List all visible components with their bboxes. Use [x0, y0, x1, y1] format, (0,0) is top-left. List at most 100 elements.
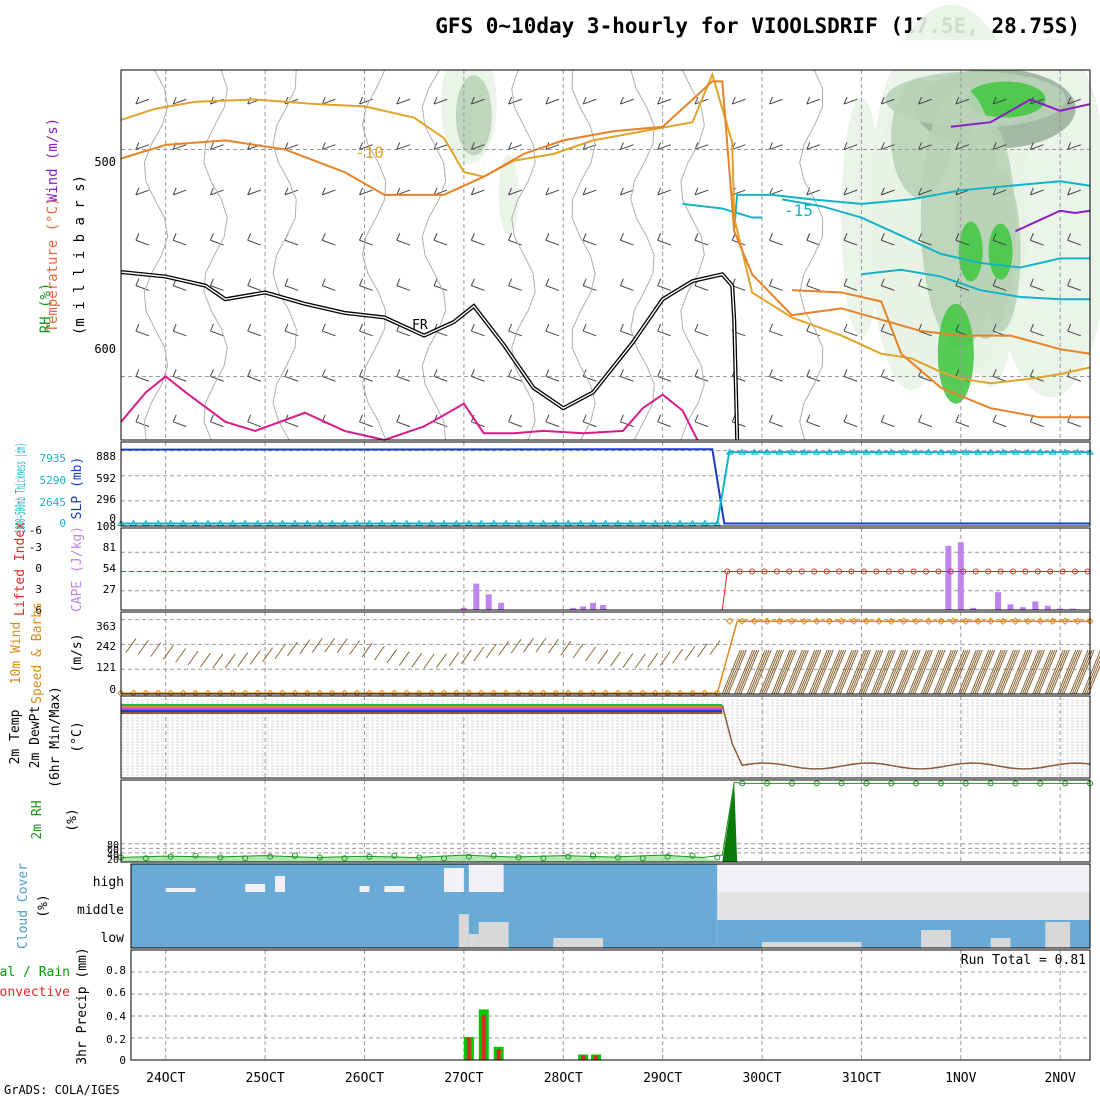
wind-barb-shaft	[359, 189, 373, 196]
wind-barb-shaft	[620, 189, 634, 196]
wind-barb-shaft	[769, 239, 783, 246]
wind-barb-flag	[321, 323, 326, 332]
wind-barb-shaft	[471, 375, 485, 382]
precip-convective-bar	[496, 1049, 501, 1060]
cape-bar	[473, 583, 480, 610]
lifted-index-marker	[1022, 568, 1029, 575]
wind-speed-marker	[937, 617, 945, 625]
thickness-marker	[204, 519, 212, 526]
wind-speed-marker	[1036, 617, 1045, 625]
wind-barb-flag	[992, 323, 997, 332]
wind10-barb	[986, 649, 1006, 695]
wind-barb-flag	[657, 278, 662, 286]
rh-marker	[540, 855, 547, 862]
wind10-barb	[864, 649, 884, 695]
wind-barb-flag	[396, 96, 401, 105]
wind-barb-flag	[806, 96, 811, 105]
wind10-barb	[825, 649, 845, 695]
thickness-marker	[999, 448, 1007, 455]
wind-barb-flag	[470, 142, 475, 150]
p4-tick-2: 121	[96, 661, 116, 674]
wind10-barb	[659, 651, 671, 666]
wind10-barb	[970, 649, 990, 695]
precip-convective-bar	[594, 1055, 599, 1060]
rh-marker	[590, 852, 597, 859]
wind-barb-flag	[657, 414, 662, 423]
wind-barb-shaft	[843, 189, 858, 196]
p1-ylabel-temp: Temperature (°C)	[45, 198, 61, 333]
thickness-marker	[179, 519, 187, 526]
thickness-marker	[576, 519, 585, 526]
wind10-barb	[748, 649, 768, 695]
wind10-barb	[585, 646, 597, 662]
wind-speed-marker	[850, 617, 858, 625]
rh-marker	[813, 780, 820, 787]
thickness-marker	[303, 519, 312, 526]
p3-right-tick-0: 81	[103, 541, 116, 554]
thickness-marker	[141, 519, 150, 526]
wind-barb-flag	[209, 187, 214, 196]
wind-barb-shaft	[620, 285, 634, 291]
wind10-barb	[311, 638, 323, 653]
low-cloud-block	[478, 922, 509, 948]
wind10-barb	[870, 649, 890, 695]
wind-barb-flag	[545, 323, 550, 332]
wind10-barb	[949, 649, 969, 695]
thickness-marker	[1023, 448, 1032, 455]
rh-marker	[291, 852, 298, 859]
temperature-contour	[781, 198, 1090, 269]
thickness-marker	[502, 519, 510, 526]
wind-barb-shaft	[955, 239, 970, 246]
wind-barb-flag	[955, 414, 960, 423]
rh-marker	[490, 852, 497, 859]
wind10-barb	[436, 653, 447, 668]
wind-barb-flag	[172, 233, 177, 241]
wind-barb-shaft	[135, 189, 150, 196]
wind-barb-shaft	[396, 330, 411, 337]
wind10-barb	[1038, 649, 1058, 695]
thickness-marker	[912, 448, 920, 455]
thickness-marker	[651, 519, 660, 526]
thickness-marker	[887, 448, 896, 455]
wind-barb-shaft	[173, 285, 187, 291]
wind-barb-flag	[657, 187, 662, 196]
thickness-marker	[626, 519, 635, 526]
wind10-barb	[924, 649, 944, 695]
wind-speed-marker	[949, 617, 958, 625]
wind-barb-flag	[247, 323, 252, 332]
wind-barb-shaft	[582, 285, 597, 291]
cloud-panel: high middle low Cloud Cover (%)	[16, 863, 1091, 949]
rh-marker	[689, 852, 696, 859]
wind-barb-flag	[545, 414, 550, 423]
wind-barb-shaft	[657, 421, 672, 428]
wind10-barb	[823, 649, 843, 695]
rh-marker	[614, 854, 621, 861]
p8-tick-3: 0.2	[106, 1033, 126, 1046]
wind-barb-flag	[992, 278, 997, 286]
wind-barb-shaft	[806, 144, 821, 150]
wind-barb-flag	[508, 323, 513, 332]
wind-barb-flag	[284, 323, 289, 332]
p6-tick-1: 60	[107, 845, 119, 856]
wind-barb-shaft	[582, 98, 597, 105]
run-total: Run Total = 0.81	[961, 953, 1086, 968]
wind-barb-shaft	[620, 144, 634, 150]
bottom-date-label: 29OCT	[643, 1071, 682, 1086]
thickness-marker	[589, 519, 597, 526]
wind10-barb	[785, 649, 805, 695]
wind-barb-shaft	[806, 330, 821, 337]
thickness-marker	[253, 519, 262, 526]
rh-marker	[838, 780, 845, 787]
thickness-marker	[763, 448, 771, 455]
lifted-index-marker	[972, 568, 979, 575]
wind-speed-marker	[974, 617, 982, 625]
high-cloud-block	[384, 886, 405, 892]
wind-barb-shaft	[843, 375, 858, 382]
wind10-barb	[961, 649, 981, 695]
wind-barb-flag	[359, 414, 363, 423]
p2-ylabel-thk: 1000~500mb Thickness (dm)	[14, 443, 29, 533]
wind-barb-shaft	[210, 285, 224, 291]
wind10-barb	[150, 642, 162, 657]
wind-barb-flag	[1029, 323, 1034, 332]
rh-marker	[142, 855, 149, 862]
